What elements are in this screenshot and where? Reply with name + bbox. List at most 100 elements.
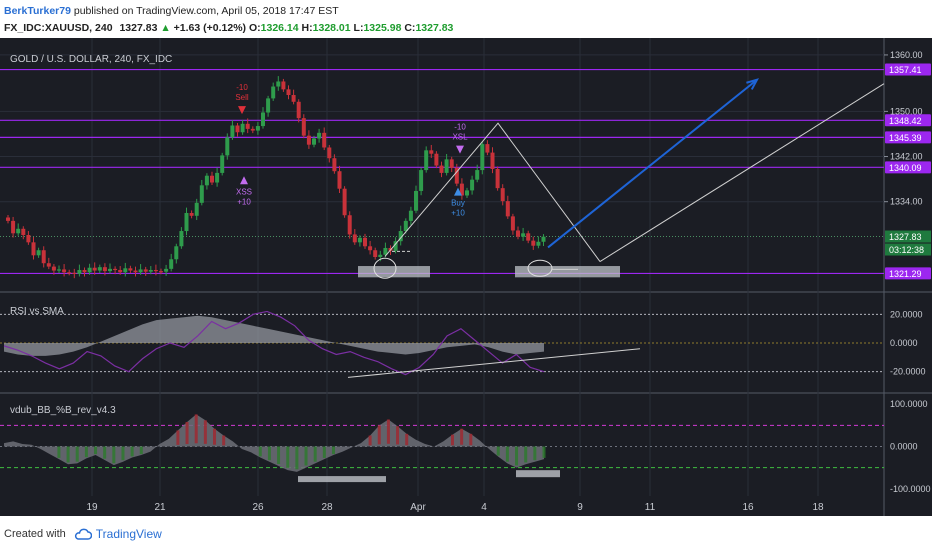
- trend-line: [599, 83, 885, 262]
- level-price-tag: [885, 267, 931, 280]
- candle-body: [352, 234, 357, 243]
- rsi-y-tick-label: 0.0000: [890, 338, 918, 348]
- candle-body: [143, 269, 148, 272]
- countdown-tag: [885, 243, 931, 256]
- candle-body: [510, 216, 515, 231]
- candle-body: [301, 118, 306, 136]
- candle-body: [398, 231, 403, 242]
- bb-signal-bar: [450, 434, 454, 446]
- chart-svg[interactable]: 1357.41 1348.42 1345.39 1340.09 1321.29 1327.…: [0, 38, 932, 516]
- candle-body: [113, 268, 118, 271]
- candle-body: [102, 267, 107, 272]
- x-tick-label: 9: [577, 502, 583, 513]
- candle-body: [210, 175, 214, 183]
- candle-body: [204, 175, 209, 186]
- candle-body: [159, 271, 163, 273]
- publish-info: BerkTurker79 published on TradingView.co…: [4, 5, 339, 17]
- candle-body: [118, 269, 123, 273]
- level-price-label: 1340.09: [889, 163, 922, 173]
- candle-body: [449, 159, 454, 168]
- x-tick-label: Apr: [410, 502, 426, 513]
- candle-body: [357, 237, 362, 243]
- x-tick-label: 28: [321, 502, 333, 513]
- candle-body: [286, 89, 291, 96]
- signal-label: +10: [451, 209, 465, 218]
- y-tick-label: 1342.00: [890, 152, 923, 162]
- rsi-y-tick-label: -20.0000: [890, 367, 926, 377]
- candle-body: [342, 188, 347, 216]
- bb-signal-bar: [57, 446, 61, 458]
- x-tick-label: 11: [645, 502, 656, 513]
- candle-body: [454, 167, 459, 184]
- candle-body: [194, 202, 199, 216]
- open-value: 1326.14: [260, 22, 299, 34]
- x-tick-label: 26: [252, 502, 264, 513]
- candle-body: [26, 234, 31, 243]
- bb-signal-bar: [203, 420, 207, 444]
- buy-arrow-icon: [240, 176, 248, 185]
- bottom-highlight-ellipse: [373, 257, 397, 279]
- close-value: 1327.83: [415, 22, 454, 34]
- candle-body: [261, 112, 265, 127]
- support-zone-box: [515, 266, 620, 278]
- candle-body: [419, 170, 424, 191]
- candle-body: [82, 269, 87, 273]
- triangle-pattern: [384, 122, 601, 262]
- chart-area[interactable]: 1357.41 1348.42 1345.39 1340.09 1321.29 1327.…: [0, 38, 932, 516]
- x-tick-label: 19: [86, 502, 98, 513]
- bb-signal-bar: [277, 446, 281, 465]
- candle-body: [184, 212, 189, 232]
- candle-body: [383, 247, 388, 255]
- candle-body: [230, 125, 235, 138]
- bb-signal-bar: [194, 414, 198, 444]
- candle-body: [429, 150, 434, 154]
- candle-body: [439, 165, 444, 173]
- last-price-tag: [885, 230, 931, 243]
- candle-body: [403, 220, 408, 232]
- candle-body: [189, 212, 194, 216]
- candle-body: [414, 190, 418, 211]
- candle-body: [347, 215, 352, 235]
- ohlc-bar: FX_IDC:XAUUSD, 240 1327.83 ▲ +1.63 (+0.1…: [4, 22, 453, 34]
- bb-signal-bar: [542, 446, 546, 458]
- open-label: O:: [248, 22, 261, 34]
- bb-zone-box: [516, 470, 560, 478]
- candle-body: [6, 217, 10, 221]
- y-tick-label: 1334.00: [890, 197, 923, 207]
- bb-signal-bar: [386, 419, 390, 444]
- candle-body: [138, 269, 143, 273]
- close-label: C:: [404, 22, 416, 34]
- rsi-trend-line: [347, 348, 641, 378]
- candle-body: [291, 95, 296, 102]
- bb-signal-bar: [121, 446, 125, 461]
- candle-body: [281, 81, 286, 90]
- candle-body: [373, 250, 378, 258]
- candle-body: [199, 185, 204, 203]
- signal-label: XSS: [236, 187, 252, 196]
- sell-arrow-icon: [456, 145, 464, 154]
- bb-zone-box: [298, 476, 386, 483]
- arrow-head-icon: [746, 78, 760, 90]
- candle-body: [97, 267, 102, 271]
- bb-signal-bar: [405, 433, 409, 446]
- bb-y-tick-label: 100.0000: [890, 399, 928, 409]
- bb-signal-bar: [313, 446, 317, 462]
- signal-label: XSL: [452, 133, 468, 142]
- candle-body: [16, 228, 21, 234]
- candle-body: [174, 246, 179, 260]
- candle-body: [393, 241, 398, 251]
- bb-signal-bar: [267, 446, 271, 461]
- tradingview-brand: TradingView: [95, 527, 162, 541]
- trend-arrow-line: [547, 78, 758, 249]
- tradingview-cloud-icon: [74, 528, 92, 540]
- candle-body: [363, 237, 367, 247]
- bb-signal-bar: [258, 446, 262, 457]
- candle-body: [266, 98, 271, 113]
- publish-header: BerkTurker79 published on TradingView.co…: [4, 0, 928, 38]
- bb-signal-bar: [139, 446, 143, 455]
- author-link[interactable]: BerkTurker79: [4, 5, 71, 17]
- tradingview-logo[interactable]: TradingView: [74, 527, 162, 541]
- bb-signal-bar: [515, 446, 519, 466]
- price-label: 1327.83: [119, 22, 158, 34]
- candle-body: [179, 231, 184, 247]
